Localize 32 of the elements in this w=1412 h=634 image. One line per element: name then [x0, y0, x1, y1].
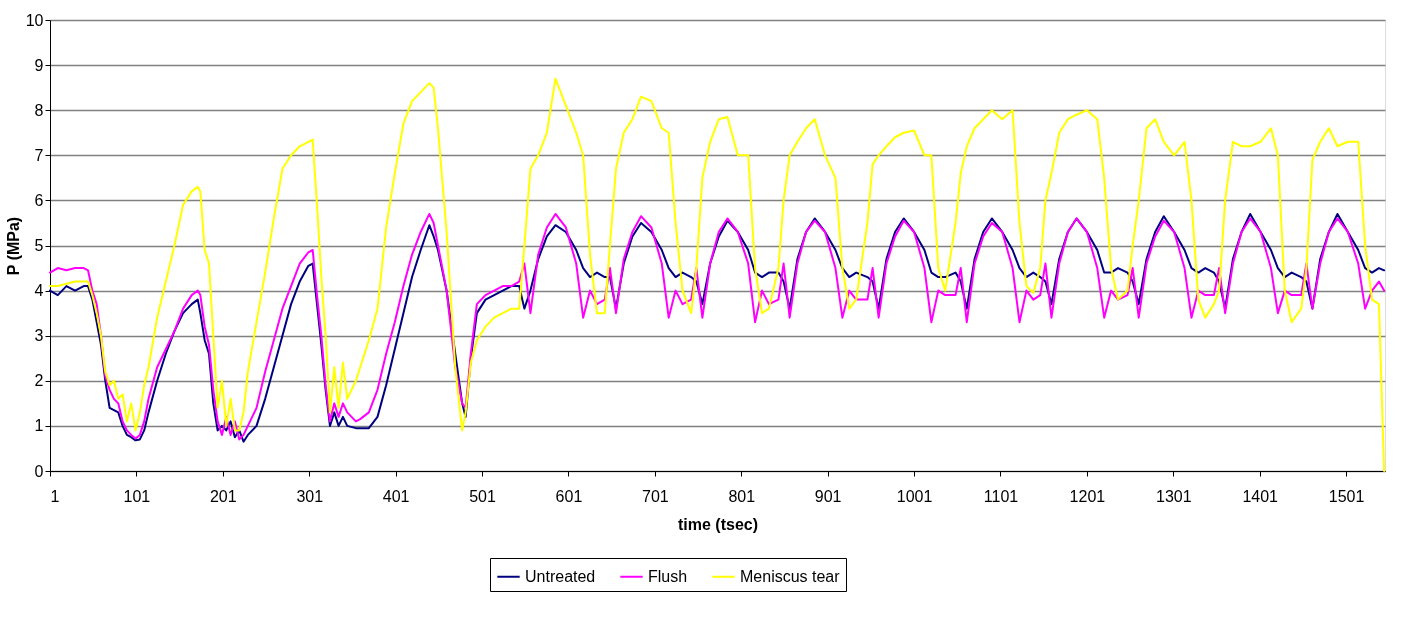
- y-tick-label: 5: [34, 237, 44, 254]
- x-tick-label: 1401: [1242, 487, 1279, 505]
- x-tick-label: 701: [642, 487, 669, 505]
- x-tick-label: 201: [209, 487, 237, 505]
- x-tick-label: 1001: [896, 487, 933, 505]
- y-tick-label: 9: [34, 56, 44, 74]
- x-tick-label: 801: [728, 487, 756, 505]
- x-tick-label: 1: [50, 487, 60, 505]
- y-tick-label: 6: [34, 191, 44, 209]
- y-tick-label: 10: [25, 11, 44, 29]
- legend-label: Meniscus tear: [740, 567, 841, 585]
- x-tick-label: 601: [555, 487, 583, 505]
- x-tick-label: 101: [123, 487, 151, 505]
- y-tick-label: 0: [34, 462, 44, 480]
- x-tick-label: 1301: [1156, 487, 1192, 505]
- x-axis-title: time (tsec): [677, 515, 759, 533]
- y-tick-label: 2: [34, 372, 44, 390]
- legend-label: Untreated: [525, 567, 596, 585]
- x-tick-label: 1201: [1069, 487, 1106, 505]
- x-tick-label: 301: [296, 487, 324, 505]
- x-tick-label: 1501: [1328, 487, 1365, 505]
- y-tick-label: 4: [34, 282, 44, 300]
- x-tick-label: 501: [469, 487, 496, 505]
- y-tick-label: 1: [34, 417, 44, 435]
- legend-label: Flush: [648, 567, 688, 585]
- y-tick-label: 8: [34, 101, 44, 119]
- y-axis-title: P (MPa): [4, 216, 22, 276]
- y-tick-label: 7: [34, 146, 44, 164]
- x-tick-label: 1101: [983, 487, 1019, 505]
- x-tick-label: 401: [382, 487, 410, 505]
- x-tick-label: 901: [814, 487, 842, 505]
- y-tick-label: 3: [34, 327, 44, 345]
